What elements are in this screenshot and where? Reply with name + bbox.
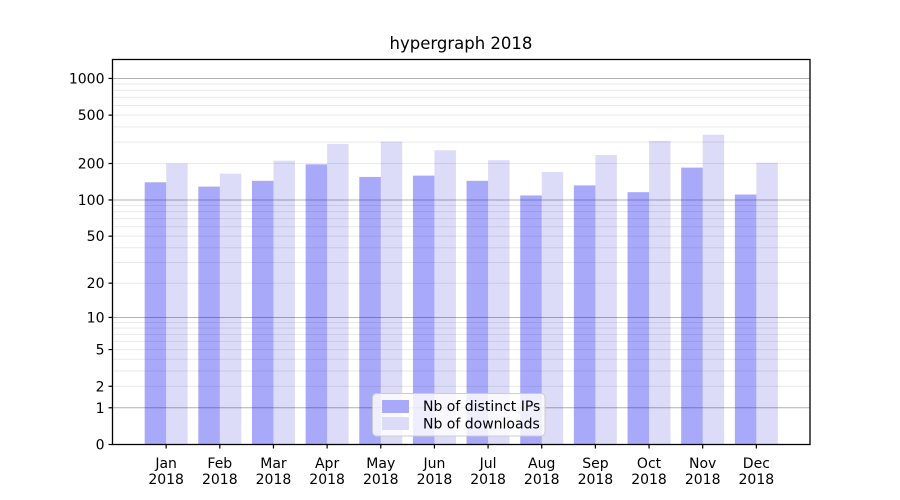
y-tick-label: 5 [96, 343, 105, 359]
y-tick-label: 200 [78, 157, 105, 173]
x-tick-label-year: 2018 [578, 472, 614, 488]
x-tick-label-month: Mar [260, 456, 287, 472]
bar-distinct-ips-feb [198, 186, 220, 445]
y-tick-label: 1 [96, 401, 105, 417]
y-tick-label: 10 [87, 310, 105, 326]
bar-distinct-ips-may [359, 176, 381, 445]
bar-downloads-mar [273, 160, 295, 445]
legend-label-downloads: Nb of downloads [423, 417, 540, 433]
x-tick-label-month: Jul [479, 456, 497, 472]
bar-downloads-apr [327, 143, 349, 445]
x-tick-label-year: 2018 [202, 472, 238, 488]
bar-downloads-dec [756, 162, 778, 445]
x-tick-label-month: Aug [528, 456, 555, 472]
legend-swatch-distinct-ips [382, 400, 409, 413]
chart-title: hypergraph 2018 [390, 34, 533, 53]
x-tick-label-month: Dec [743, 456, 770, 472]
bar-distinct-ips-jan [144, 182, 167, 445]
x-tick-label-month: Nov [689, 456, 716, 472]
y-tick-label: 1000 [69, 71, 105, 87]
x-tick-label-year: 2018 [256, 472, 292, 488]
x-tick-label-month: May [366, 456, 395, 472]
bar-downloads-jan [166, 163, 188, 445]
bar-distinct-ips-sep [573, 185, 596, 445]
bar-distinct-ips-jul [466, 180, 489, 445]
x-tick-label-month: Sep [582, 456, 609, 472]
bar-distinct-ips-mar [251, 180, 274, 445]
bar-distinct-ips-apr [305, 164, 328, 445]
y-tick-label: 50 [87, 229, 105, 245]
bars-group [144, 134, 778, 445]
bar-downloads-may [380, 141, 403, 445]
x-tick-label-year: 2018 [685, 472, 721, 488]
x-tick-label-month: Oct [637, 456, 662, 472]
y-tick-label: 20 [87, 276, 105, 292]
y-axis: 0 1 2 5 10 20 50 100 200 500 1000 [69, 71, 113, 454]
bar-downloads-oct [649, 140, 671, 445]
bar-downloads-sep [595, 155, 617, 445]
y-tick-label: 100 [78, 193, 105, 209]
x-tick-label-month: Apr [315, 456, 339, 472]
x-tick-label-year: 2018 [631, 472, 667, 488]
bar-downloads-feb [219, 173, 242, 445]
bar-distinct-ips-aug [520, 195, 542, 445]
bar-distinct-ips-dec [734, 194, 757, 445]
y-tick-label: 2 [96, 379, 105, 395]
bar-downloads-aug [541, 172, 564, 445]
x-axis: Jan2018Feb2018Mar2018Apr2018May2018Jun20… [148, 444, 775, 488]
plot-frame [111, 58, 811, 446]
bar-distinct-ips-jun [412, 175, 435, 445]
legend-box [372, 393, 546, 437]
x-tick-label-year: 2018 [524, 472, 560, 488]
x-tick-label-year: 2018 [739, 472, 775, 488]
x-tick-label-year: 2018 [417, 472, 453, 488]
bar-downloads-nov [702, 134, 725, 445]
y-tick-label: 0 [96, 438, 105, 454]
x-tick-label-month: Jan [154, 456, 177, 472]
x-tick-label-year: 2018 [309, 472, 345, 488]
bar-distinct-ips-oct [627, 192, 650, 445]
x-tick-label-year: 2018 [363, 472, 399, 488]
y-tick-label: 500 [78, 108, 105, 124]
legend-label-distinct-ips: Nb of distinct IPs [423, 399, 540, 415]
x-tick-label-year: 2018 [470, 472, 506, 488]
legend-swatch-downloads [382, 417, 409, 430]
bar-downloads-jun [434, 150, 456, 445]
x-tick-label-month: Feb [207, 456, 232, 472]
bar-downloads-jul [488, 160, 510, 445]
bar-distinct-ips-nov [681, 167, 703, 445]
legend: Nb of distinct IPs Nb of downloads [372, 393, 546, 437]
minor-gridlines [112, 83, 810, 387]
x-tick-label-month: Jun [422, 456, 445, 472]
x-tick-label-year: 2018 [148, 472, 184, 488]
